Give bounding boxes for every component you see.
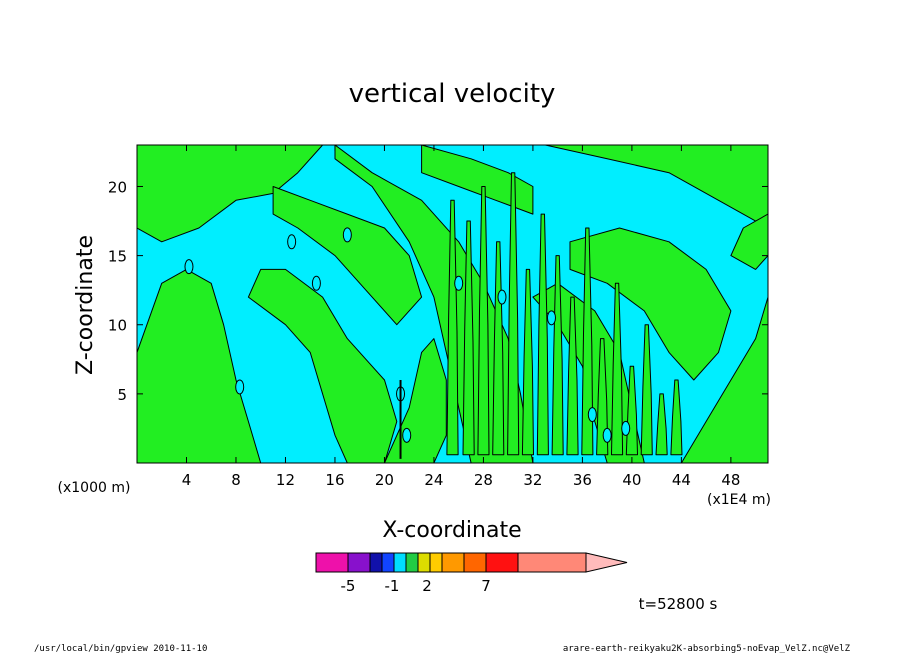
positive-band [536, 213, 549, 456]
positive-region [680, 296, 768, 463]
chart-title: vertical velocity [349, 79, 556, 109]
negative-cell [454, 275, 464, 291]
y-tick-label: 15 [108, 248, 127, 266]
colorbar-swatch [369, 552, 383, 573]
colorbar-tick-labels: -5 -1 2 7 [341, 577, 491, 595]
x-tick-label: 28 [474, 471, 493, 489]
negative-cell [587, 407, 597, 423]
negative-cell [184, 259, 194, 275]
x-tick-label: 16 [325, 471, 344, 489]
positive-region [730, 213, 768, 270]
x-tick-label: 48 [721, 471, 740, 489]
positive-region [421, 145, 534, 215]
negative-cell [287, 234, 297, 250]
positive-region [272, 186, 423, 326]
plot-frame [136, 144, 769, 464]
colorbar-swatch [393, 552, 407, 573]
positive-band [655, 393, 668, 456]
positive-region [137, 145, 324, 243]
x-tick-label: 32 [523, 471, 542, 489]
x-axis: 4 8 12 16 20 24 28 32 36 40 44 48 [182, 145, 740, 489]
positive-band [611, 282, 624, 456]
colorbar-tick-label: 2 [422, 577, 432, 595]
y-tick-label: 5 [117, 386, 127, 404]
positive-band [581, 227, 594, 456]
y-tick-label: 20 [108, 178, 127, 196]
y-axis-title: Z-coordinate [73, 235, 98, 375]
x-tick-label: 8 [231, 471, 241, 489]
positive-region [569, 227, 732, 381]
positive-band [596, 338, 609, 456]
colorbar-swatch [485, 552, 519, 573]
footer-right: arare-earth-reikyaku2K-absorbing5-noEvap… [563, 644, 851, 654]
positive-band [640, 324, 653, 456]
colorbar-tick-label: 7 [481, 577, 491, 595]
x-tick-label: 4 [182, 471, 192, 489]
colorbar-tick-label: -5 [341, 577, 356, 595]
contour-field [137, 145, 768, 463]
plot-area [136, 144, 769, 464]
positive-band [446, 199, 459, 456]
colorbar [315, 552, 628, 573]
negative-cell [402, 427, 412, 443]
positive-band [477, 186, 490, 456]
colorbar-swatch [381, 552, 395, 573]
time-label: t=52800 s [639, 595, 718, 613]
x-axis-title: X-coordinate [382, 518, 521, 543]
negative-cell [497, 289, 507, 305]
positive-region [137, 268, 262, 463]
x-tick-label: 44 [672, 471, 691, 489]
x-tick-label: 40 [622, 471, 641, 489]
y-axis: 5 10 15 20 [108, 178, 768, 404]
colorbar-swatch [463, 552, 487, 573]
x-tick-label: 24 [424, 471, 443, 489]
x-tick-label: 20 [375, 471, 394, 489]
positive-band [507, 172, 520, 456]
colorbar-arrow [585, 552, 628, 573]
x-unit-label: (x1E4 m) [707, 492, 771, 508]
negative-cell [342, 227, 352, 243]
colorbar-swatch [441, 552, 465, 573]
positive-band [670, 379, 683, 456]
positive-band [462, 220, 475, 456]
positive-region [247, 268, 398, 463]
negative-cell [602, 427, 612, 443]
positive-region [544, 145, 768, 229]
x-tick-label: 36 [573, 471, 592, 489]
colorbar-swatch [315, 552, 349, 573]
colorbar-swatch [405, 552, 419, 573]
negative-cell [546, 310, 556, 326]
x-tick-label: 12 [276, 471, 295, 489]
colorbar-swatch [429, 552, 443, 573]
y-tick-label: 10 [108, 317, 127, 335]
positive-band [551, 255, 564, 456]
negative-cell [235, 379, 245, 395]
positive-band [521, 268, 534, 456]
negative-cell [621, 420, 631, 436]
footer-left: /usr/local/bin/gpview 2010-11-10 [34, 644, 207, 654]
y-unit-label: (x1000 m) [58, 480, 131, 496]
negative-cell [311, 275, 321, 291]
positive-band [566, 296, 579, 456]
colorbar-swatch [417, 552, 431, 573]
colorbar-swatch [347, 552, 371, 573]
colorbar-swatch [517, 552, 587, 573]
colorbar-tick-label: -1 [385, 577, 400, 595]
